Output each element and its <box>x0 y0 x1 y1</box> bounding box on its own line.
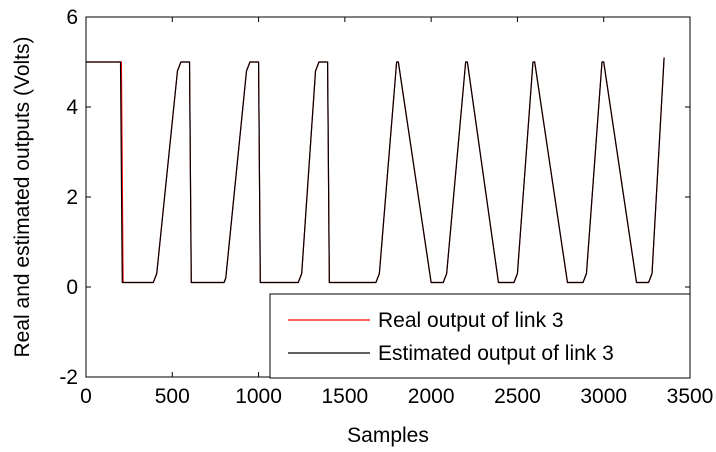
y-tick-label: -2 <box>59 366 78 389</box>
x-tick-label: 0 <box>80 385 92 408</box>
y-tick-label: 0 <box>66 276 78 299</box>
y-tick-label: 2 <box>66 186 78 209</box>
legend-label-real: Real output of link 3 <box>378 309 564 332</box>
y-tick-label: 6 <box>66 6 78 29</box>
x-tick-label: 500 <box>155 385 190 408</box>
x-tick-label: 3000 <box>580 385 627 408</box>
x-axis-label: Samples <box>347 424 429 447</box>
series-line-estimated <box>86 57 665 284</box>
plot-lines <box>86 57 665 284</box>
legend-box <box>269 293 691 379</box>
x-tick-label: 2500 <box>494 385 541 408</box>
y-tick-label: 4 <box>66 96 78 119</box>
x-tick-label: 2000 <box>408 385 455 408</box>
x-tick-label: 1000 <box>235 385 282 408</box>
legend: Real output of link 3 Estimated output o… <box>269 293 691 379</box>
x-tick-label: 1500 <box>321 385 368 408</box>
legend-label-estimated: Estimated output of link 3 <box>378 342 614 365</box>
x-tick-label: 3500 <box>667 385 714 408</box>
y-axis-label: Real and estimated outputs (Volts) <box>11 36 34 357</box>
